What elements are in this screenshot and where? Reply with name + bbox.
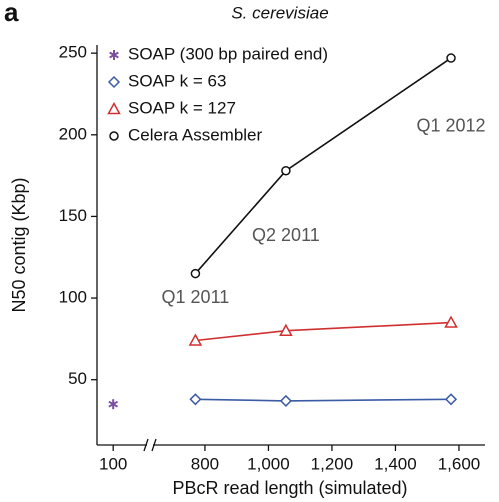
point <box>188 333 203 346</box>
x-tick-label: 1,600 <box>438 454 481 473</box>
axis-break <box>143 438 149 452</box>
x-axis-label: PBcR read length (simulated) <box>172 478 407 498</box>
annotation: Q2 2011 <box>252 225 320 245</box>
legend-label: SOAP k = 63 <box>128 71 226 90</box>
axis-break <box>151 438 157 452</box>
marker <box>444 393 458 406</box>
marker <box>281 165 291 176</box>
x-tick-label: 1,400 <box>374 454 417 473</box>
x-tick-label: 1,200 <box>311 454 354 473</box>
marker <box>446 53 456 63</box>
marker <box>107 75 121 89</box>
point <box>444 315 458 328</box>
y-tick-label: 200 <box>59 124 87 143</box>
annotation: Q1 2012 <box>416 115 485 135</box>
y-tick-label: 100 <box>59 288 87 307</box>
point <box>446 53 456 63</box>
x-tick-label: 100 <box>99 454 127 473</box>
marker <box>279 394 292 407</box>
x-tick-label: 800 <box>191 454 219 473</box>
legend-label: SOAP (300 bp paired end) <box>128 44 328 63</box>
point <box>190 268 201 279</box>
marker <box>108 400 119 408</box>
point <box>109 50 119 60</box>
annotation: Q1 2011 <box>162 287 230 307</box>
point <box>279 323 293 336</box>
y-tick-label: 150 <box>59 206 87 225</box>
marker <box>109 51 119 59</box>
marker <box>279 323 293 336</box>
point <box>444 393 458 406</box>
legend-label: SOAP k = 127 <box>128 98 236 117</box>
chart-title: S. cerevisiae <box>231 3 328 22</box>
marker <box>109 131 119 141</box>
series-line <box>195 398 452 402</box>
point <box>108 399 119 410</box>
y-tick-label: 50 <box>68 369 87 388</box>
point <box>279 394 292 407</box>
point <box>281 165 291 176</box>
x-tick-label: 1,000 <box>247 454 290 473</box>
legend-label: Celera Assembler <box>128 125 263 144</box>
point <box>189 393 202 406</box>
marker <box>107 101 121 115</box>
y-axis-label: N50 contig (Kbp) <box>9 177 29 312</box>
series-line <box>195 321 452 342</box>
point <box>107 101 121 115</box>
marker <box>444 315 458 328</box>
panel-label: a <box>4 0 19 27</box>
series-line <box>194 57 452 275</box>
point <box>109 131 119 141</box>
marker <box>190 268 201 279</box>
marker <box>189 393 202 406</box>
y-tick-label: 250 <box>59 43 87 62</box>
point <box>107 75 121 89</box>
marker <box>188 333 203 346</box>
